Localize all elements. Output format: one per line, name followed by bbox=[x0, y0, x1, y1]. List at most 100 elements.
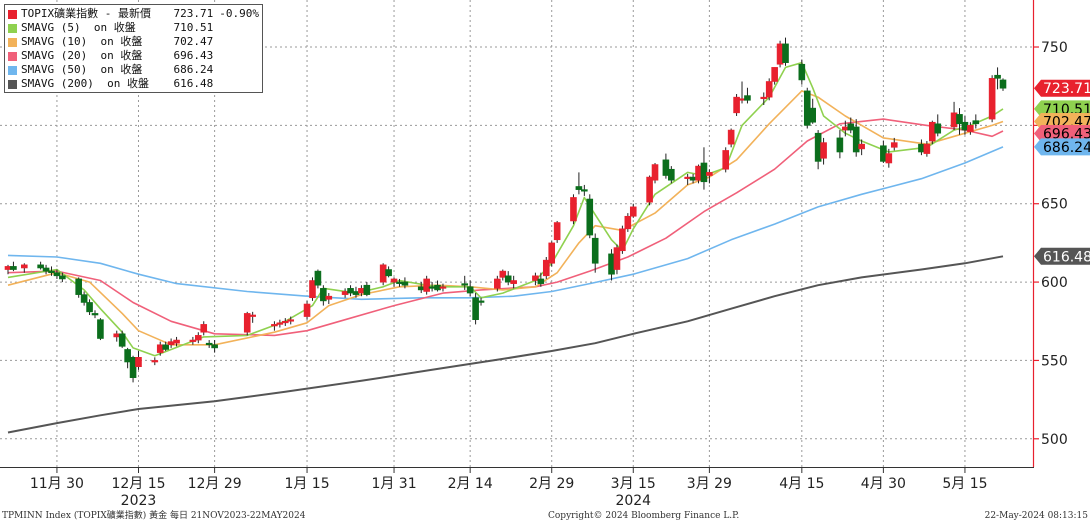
legend-label: SMAVG (10) on 收盤 bbox=[21, 35, 143, 48]
y-tick-label: 750 bbox=[1041, 40, 1068, 56]
value-tag-box bbox=[1034, 124, 1090, 142]
candle bbox=[619, 225, 626, 254]
candle bbox=[733, 94, 740, 116]
candle-body bbox=[211, 344, 218, 349]
x-year-label: 2023 bbox=[121, 493, 157, 509]
candle bbox=[189, 336, 197, 345]
x-tick-label: 12月 15 bbox=[111, 476, 165, 492]
legend-value: 696.43 bbox=[173, 49, 214, 62]
legend: TOPIX礦業指數 - 最新價 723.71 -0.90% SMAVG (5) … bbox=[4, 4, 263, 93]
legend-row-sma5: SMAVG (5) on 收盤 710.51 -0.90% bbox=[8, 21, 259, 35]
candle-body bbox=[765, 81, 773, 98]
candle-body bbox=[820, 142, 827, 159]
y-tick-label: 600 bbox=[1041, 275, 1068, 291]
candle bbox=[765, 78, 773, 101]
candle bbox=[880, 141, 887, 163]
legend-row-price: TOPIX礦業指數 - 最新價 723.71 -0.90% bbox=[8, 7, 259, 21]
candle bbox=[401, 277, 409, 289]
candle-body bbox=[287, 319, 295, 322]
candle bbox=[385, 266, 392, 278]
candle bbox=[668, 166, 675, 184]
candle bbox=[173, 336, 180, 347]
candle bbox=[211, 340, 218, 353]
candle-body bbox=[629, 206, 637, 217]
candle-body bbox=[466, 286, 474, 294]
candle-body bbox=[890, 142, 898, 148]
candle bbox=[314, 269, 322, 289]
candle-body bbox=[624, 215, 632, 230]
candle-body bbox=[852, 126, 860, 153]
candle-body bbox=[814, 132, 822, 162]
candle bbox=[91, 310, 99, 319]
candle-body bbox=[994, 74, 1001, 79]
candle-body bbox=[97, 319, 104, 339]
candle-body bbox=[885, 153, 893, 164]
candle-body bbox=[249, 314, 256, 317]
value-tag-box bbox=[1034, 138, 1090, 156]
candles bbox=[4, 37, 1007, 383]
candle bbox=[994, 67, 1001, 90]
candle bbox=[988, 75, 996, 123]
candle bbox=[803, 87, 811, 129]
candle-body bbox=[809, 107, 816, 123]
candle-body bbox=[37, 264, 44, 269]
sma50-line bbox=[7, 146, 1004, 301]
value-tag: 686.24 bbox=[1034, 138, 1090, 156]
legend-row-sma200: SMAVG (200) on 收盤 616.48 -0.90% bbox=[8, 77, 259, 91]
candle-body bbox=[401, 281, 409, 286]
candle bbox=[771, 67, 778, 85]
candle bbox=[162, 341, 169, 352]
candle-body bbox=[341, 291, 349, 295]
legend-label: SMAVG (5) on 收盤 bbox=[21, 21, 136, 34]
candle bbox=[537, 272, 545, 287]
x-tick-label: 4月 15 bbox=[779, 476, 824, 492]
x-tick-label: 3月 29 bbox=[687, 476, 732, 492]
candle-body bbox=[548, 242, 556, 264]
candle-body bbox=[619, 228, 626, 252]
candle bbox=[320, 285, 327, 306]
candle bbox=[608, 249, 615, 281]
candle bbox=[591, 233, 599, 273]
candle-body bbox=[325, 295, 333, 300]
legend-label: SMAVG (50) on 收盤 bbox=[21, 63, 143, 76]
candle bbox=[950, 101, 958, 131]
legend-label: SMAVG (200) on 收盤 bbox=[21, 77, 149, 90]
candle-body bbox=[537, 278, 545, 284]
candle bbox=[646, 175, 653, 206]
candle bbox=[86, 299, 93, 315]
candle bbox=[59, 272, 66, 283]
value-tag: 616.48 bbox=[1034, 247, 1090, 265]
candle-body bbox=[129, 357, 137, 378]
legend-change: -0.90% bbox=[219, 7, 259, 20]
candle-body bbox=[956, 114, 963, 125]
candle-body bbox=[461, 283, 469, 286]
candle-body bbox=[570, 197, 577, 222]
candle-body bbox=[434, 284, 441, 291]
y-tick-label: 550 bbox=[1041, 353, 1068, 369]
candle bbox=[798, 59, 806, 85]
candle bbox=[379, 263, 387, 286]
candle bbox=[700, 147, 708, 190]
candle-body bbox=[684, 176, 691, 179]
candle bbox=[776, 40, 784, 68]
candle-body bbox=[10, 266, 17, 270]
candle bbox=[809, 98, 816, 124]
candle-body bbox=[722, 150, 730, 170]
candle-body bbox=[836, 137, 844, 153]
candle bbox=[271, 321, 278, 331]
legend-swatch bbox=[8, 65, 17, 75]
candle-body bbox=[880, 145, 887, 162]
candle-body bbox=[385, 269, 392, 277]
candle bbox=[542, 257, 550, 279]
candle-body bbox=[771, 67, 778, 82]
candle-body bbox=[858, 143, 865, 150]
candle bbox=[281, 318, 289, 326]
x-tick-label: 12月 29 bbox=[188, 476, 242, 492]
candle-body bbox=[934, 123, 942, 134]
value-tag-text: 686.24 bbox=[1043, 140, 1090, 156]
sma20-path bbox=[7, 118, 1004, 337]
candle-body bbox=[760, 96, 768, 100]
candle bbox=[341, 288, 349, 298]
candle-body bbox=[499, 270, 507, 278]
candle bbox=[662, 153, 670, 179]
